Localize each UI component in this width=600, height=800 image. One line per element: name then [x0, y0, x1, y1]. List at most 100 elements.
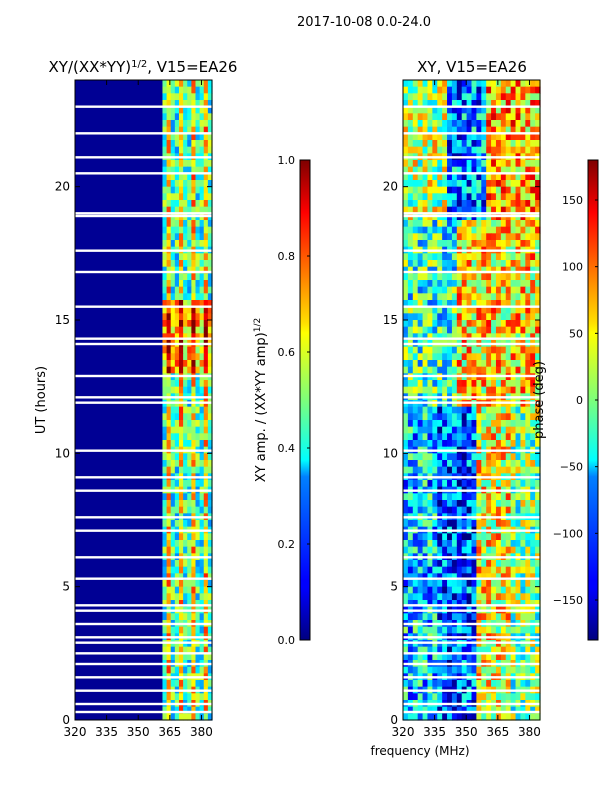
heatmap-cell	[432, 506, 438, 514]
heatmap-cell	[530, 500, 536, 508]
heatmap-cell	[486, 226, 492, 234]
heatmap-cell	[451, 173, 458, 181]
heatmap-cell	[170, 566, 176, 574]
heatmap-cell	[471, 653, 477, 661]
heatmap-cell	[183, 600, 188, 608]
heatmap-cell	[476, 426, 482, 434]
heatmap-cell	[535, 333, 541, 341]
heatmap-cell	[203, 273, 209, 281]
heatmap-cell	[403, 293, 409, 301]
heatmap-cell	[525, 706, 531, 714]
heatmap-cell	[407, 320, 414, 328]
heatmap-cell	[515, 186, 522, 194]
heatmap-cell	[520, 506, 526, 514]
heatmap-cell	[195, 286, 201, 294]
heatmap-cell	[461, 80, 468, 88]
heatmap-cell	[505, 80, 512, 88]
heatmap-cell	[456, 386, 463, 394]
heatmap-cell	[535, 546, 541, 554]
heatmap-cell	[515, 326, 522, 334]
heatmap-cell	[162, 520, 168, 528]
heatmap-cell	[166, 366, 172, 374]
heatmap-cell	[432, 240, 438, 248]
heatmap-cell	[427, 353, 433, 361]
heatmap-cell	[207, 426, 213, 434]
heatmap-cell	[195, 326, 201, 334]
heatmap-cell	[442, 166, 448, 174]
heatmap-cell	[403, 380, 409, 388]
heatmap-cell	[174, 140, 180, 148]
heatmap-cell	[466, 140, 473, 148]
heatmap-cell	[525, 406, 531, 414]
heatmap-cell	[178, 206, 184, 214]
x-tick-label: 365	[486, 725, 509, 739]
heatmap-cell	[481, 80, 487, 88]
heatmap-cell	[412, 93, 419, 101]
heatmap-cell	[515, 653, 522, 661]
heatmap-cell	[170, 186, 176, 194]
heatmap-cell	[466, 466, 473, 474]
heatmap-cell	[417, 193, 424, 201]
heatmap-cell	[422, 313, 429, 321]
heatmap-cell	[456, 326, 463, 334]
heatmap-cell	[520, 440, 526, 448]
heatmap-cell	[466, 386, 473, 394]
heatmap-cell	[510, 140, 517, 148]
heatmap-cell	[203, 220, 209, 228]
heatmap-cell	[187, 313, 192, 321]
heatmap-cell	[447, 300, 453, 308]
heatmap-cell	[432, 580, 438, 588]
heatmap-cell	[505, 533, 512, 541]
heatmap-cell	[447, 413, 453, 421]
heatmap-cell	[491, 113, 497, 121]
heatmap-cell	[403, 580, 409, 588]
heatmap-cell	[207, 273, 213, 281]
data-gap	[75, 212, 212, 215]
heatmap-cell	[530, 346, 536, 354]
heatmap-cell	[505, 86, 512, 94]
heatmap-cell	[520, 193, 526, 201]
heatmap-cell	[174, 706, 180, 714]
heatmap-cell	[199, 333, 205, 341]
heatmap-cell	[447, 346, 453, 354]
heatmap-cell	[515, 386, 522, 394]
heatmap-cell	[432, 266, 438, 274]
heatmap-cell	[442, 566, 448, 574]
heatmap-cell	[195, 140, 201, 148]
heatmap-cell	[166, 253, 172, 261]
heatmap-cell	[491, 593, 497, 601]
heatmap-cell	[442, 193, 448, 201]
heatmap-cell	[495, 593, 502, 601]
heatmap-cell	[427, 253, 433, 261]
heatmap-cell	[183, 440, 188, 448]
heatmap-cell	[403, 333, 409, 341]
heatmap-cell	[207, 406, 213, 414]
heatmap-cell	[451, 313, 458, 321]
heatmap-cell	[170, 586, 176, 594]
heatmap-cell	[183, 273, 188, 281]
heatmap-cell	[166, 313, 172, 321]
heatmap-cell	[505, 493, 512, 501]
heatmap-cell	[535, 240, 541, 248]
heatmap-cell	[510, 480, 517, 488]
heatmap-cell	[422, 240, 429, 248]
heatmap-cell	[466, 220, 473, 228]
heatmap-cell	[199, 313, 205, 321]
heatmap-cell	[481, 500, 487, 508]
heatmap-cell	[199, 193, 205, 201]
heatmap-cell	[486, 133, 492, 141]
heatmap-cell	[471, 180, 477, 188]
heatmap-cell	[207, 346, 213, 354]
heatmap-cell	[491, 533, 497, 541]
heatmap-cell	[535, 126, 541, 134]
heatmap-cell	[466, 173, 473, 181]
heatmap-cell	[481, 226, 487, 234]
x-tick-label: 350	[455, 725, 478, 739]
heatmap-cell	[432, 353, 438, 361]
heatmap-cell	[183, 253, 188, 261]
heatmap-cell	[515, 433, 522, 441]
y-tick-label: 15	[383, 313, 398, 327]
heatmap-cell	[491, 426, 497, 434]
x-tick-label: 350	[127, 725, 150, 739]
